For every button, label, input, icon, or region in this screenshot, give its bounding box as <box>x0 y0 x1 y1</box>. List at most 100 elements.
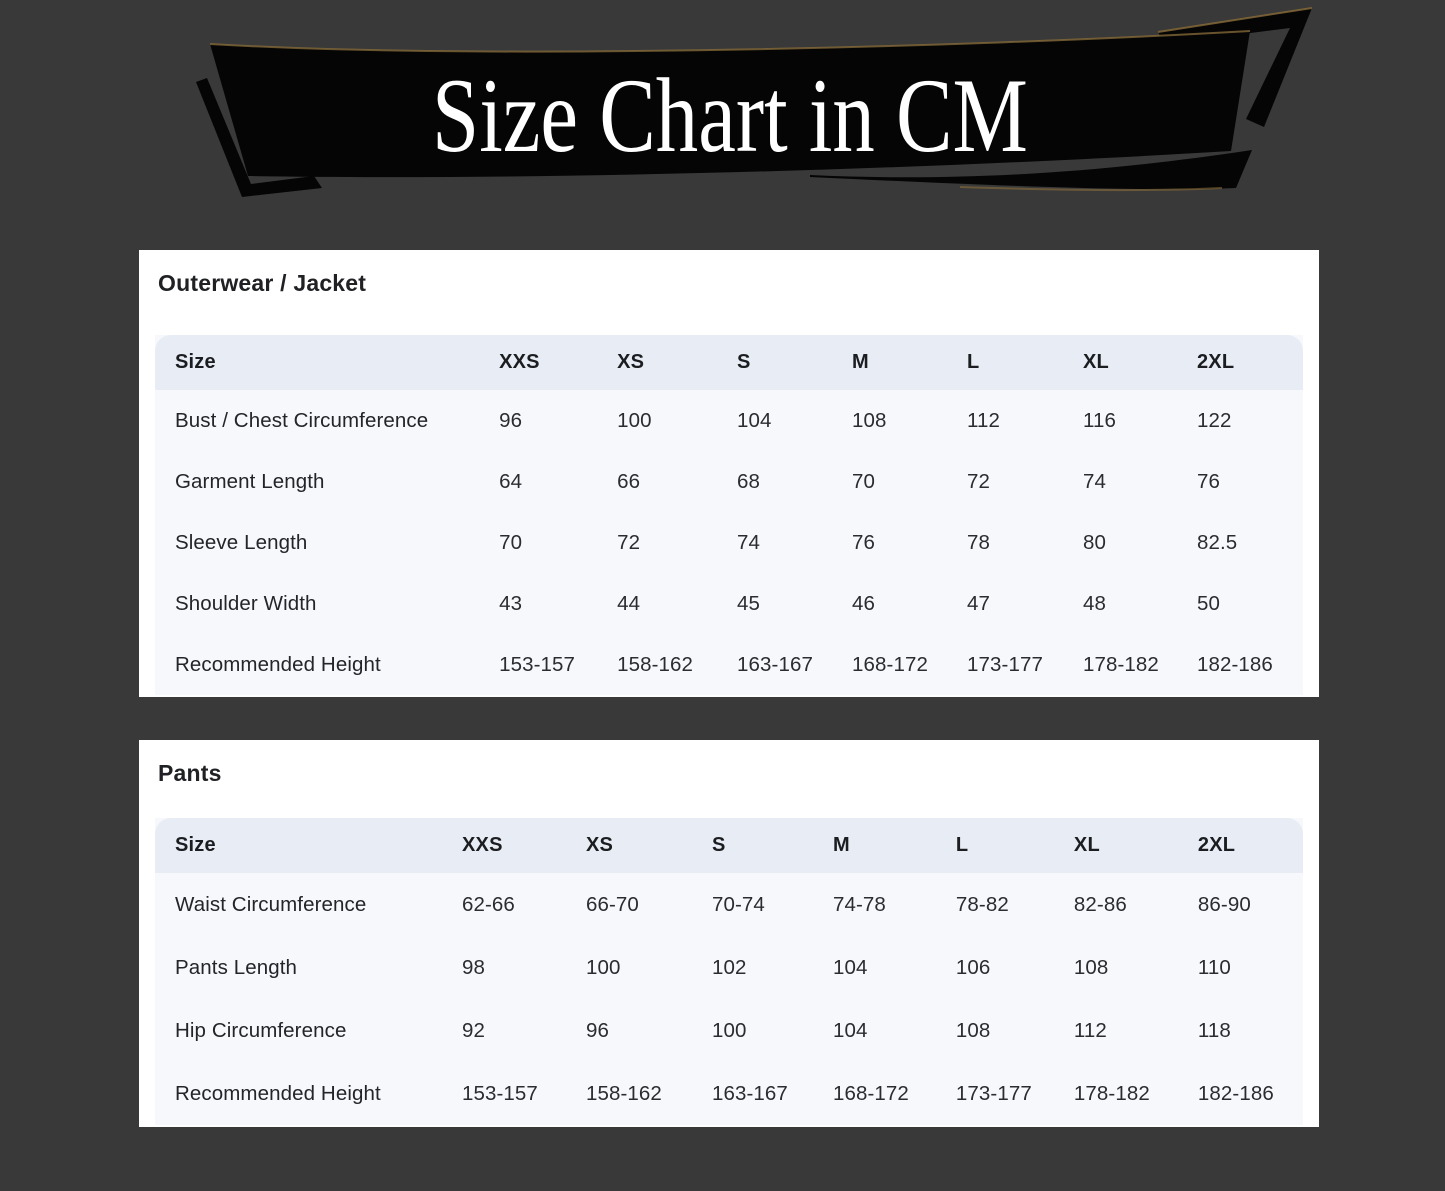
measurement-label: Shoulder Width <box>175 591 317 615</box>
measurement-value: 173-177 <box>967 652 1043 676</box>
banner-chevron-bottom-left <box>196 78 322 197</box>
banner-ribbon-gold-edge <box>209 30 1251 53</box>
measurement-value: 100 <box>617 408 652 432</box>
table-row: Pants Length 98 100 102 104 106 108 110 <box>155 936 1303 999</box>
banner-swoosh-gold-edge <box>959 186 1223 192</box>
size-option-header: L <box>955 818 1074 873</box>
size-option-header: 2XL <box>1197 818 1303 873</box>
measurement-value: 70 <box>852 469 876 493</box>
measurement-label: Garment Length <box>175 469 325 493</box>
measurement-value: 178-182 <box>1073 1081 1150 1105</box>
size-table-pants: Size XXS XS S M L XL 2XL Waist Circumference 62-6… <box>155 818 1303 1125</box>
measurement-value: 163-167 <box>712 1081 788 1105</box>
measurement-value: 118 <box>1197 1018 1231 1042</box>
measurement-value: 108 <box>1073 955 1109 979</box>
measurement-value: 74-78 <box>832 892 886 916</box>
size-table-card-pants: Pants Size XXS XS S M L XL 2XL Waist Circumferen… <box>139 740 1319 1127</box>
measurement-value: 86-90 <box>1197 892 1251 916</box>
measurement-value: 158-162 <box>617 652 693 676</box>
table-row: Waist Circumference 62-66 66-70 70-74 74-78 7… <box>155 873 1303 936</box>
measurement-value: 78 <box>967 530 991 554</box>
size-option-header: XS <box>617 335 738 390</box>
size-column-header: Size <box>155 335 500 390</box>
measurement-value: 108 <box>955 1018 991 1042</box>
table-row: Recommended Height 153-157 158-162 163-167 1… <box>155 1062 1303 1125</box>
measurement-value: 178-182 <box>1082 652 1159 676</box>
measurement-label: Recommended Height <box>175 652 381 676</box>
size-table-card-outerwear: Outerwear / Jacket Size XXS XS S M L XL 2XL Bust… <box>139 250 1319 697</box>
measurement-label: Hip Circumference <box>175 1018 347 1042</box>
banner-swoosh-accent <box>810 150 1252 190</box>
measurement-value: 122 <box>1196 408 1232 432</box>
banner-title: Size Chart in CM <box>432 57 1028 174</box>
measurement-value: 66 <box>617 469 641 493</box>
size-table-outerwear: Size XXS XS S M L XL 2XL Bust / Chest Circumfere… <box>155 335 1303 695</box>
measurement-value: 72 <box>617 530 641 554</box>
measurement-value: 80 <box>1082 530 1106 554</box>
table-row: Sleeve Length 70 72 74 76 78 80 82.5 <box>155 512 1303 573</box>
measurement-value: 96 <box>585 1018 609 1042</box>
measurement-value: 74 <box>737 530 761 554</box>
measurement-value: 43 <box>499 591 523 615</box>
measurement-value: 78-82 <box>955 892 1009 916</box>
measurement-value: 47 <box>967 591 991 615</box>
measurement-value: 44 <box>617 591 641 615</box>
table-row: Shoulder Width 43 44 45 46 47 48 50 <box>155 573 1303 634</box>
measurement-value: 70-74 <box>712 892 765 916</box>
measurement-value: 64 <box>499 469 523 493</box>
measurement-value: 182-186 <box>1196 652 1273 676</box>
measurement-value: 104 <box>737 408 772 432</box>
measurement-value: 182-186 <box>1197 1081 1274 1105</box>
measurement-label: Bust / Chest Circumference <box>175 408 429 432</box>
measurement-label: Waist Circumference <box>175 892 367 916</box>
measurement-value: 168-172 <box>832 1081 909 1105</box>
measurement-value: 108 <box>852 408 887 432</box>
measurement-value: 82.5 <box>1196 530 1238 554</box>
banner-ribbon <box>210 31 1250 178</box>
measurement-value: 104 <box>832 955 868 979</box>
measurement-value: 110 <box>1197 955 1231 979</box>
size-option-header: L <box>967 335 1083 390</box>
measurement-value: 45 <box>737 591 761 615</box>
size-column-header: Size <box>155 818 462 873</box>
size-option-header: XS <box>585 818 712 873</box>
table-row: Garment Length 64 66 68 70 72 74 76 <box>155 451 1303 512</box>
measurement-value: 68 <box>737 469 761 493</box>
size-option-header: XL <box>1073 818 1198 873</box>
measurement-value: 112 <box>1073 1018 1107 1042</box>
measurement-value: 100 <box>712 1018 747 1042</box>
measurement-label: Sleeve Length <box>175 530 308 554</box>
measurement-value: 153-157 <box>499 652 575 676</box>
measurement-value: 106 <box>955 955 991 979</box>
measurement-value: 62-66 <box>461 892 515 916</box>
measurement-value: 96 <box>499 408 523 432</box>
measurement-value: 92 <box>461 1018 485 1042</box>
measurement-label: Pants Length <box>175 955 298 979</box>
measurement-value: 168-172 <box>852 652 928 676</box>
size-option-header: XXS <box>461 818 586 873</box>
measurement-value: 76 <box>1196 469 1220 493</box>
measurement-label: Recommended Height <box>175 1081 381 1105</box>
measurement-value: 104 <box>832 1018 868 1042</box>
measurement-value: 50 <box>1196 591 1220 615</box>
size-option-header: M <box>852 335 968 390</box>
measurement-value: 66-70 <box>585 892 639 916</box>
measurement-value: 163-167 <box>737 652 813 676</box>
banner-ribbon-graphic <box>196 7 1313 197</box>
banner: Size Chart in CM <box>0 0 1445 250</box>
measurement-value: 153-157 <box>461 1081 538 1105</box>
measurement-value: 116 <box>1082 408 1116 432</box>
measurement-value: 70 <box>499 530 523 554</box>
table-row: Hip Circumference 92 96 100 104 108 112 118 <box>155 999 1303 1062</box>
card-title-pants: Pants <box>158 760 222 786</box>
measurement-value: 72 <box>967 469 991 493</box>
measurement-value: 100 <box>585 955 621 979</box>
table-row: Recommended Height 153-157 158-162 163-167 1… <box>155 634 1303 695</box>
size-option-header: S <box>737 335 853 390</box>
size-option-header: XXS <box>499 335 618 390</box>
size-option-header: S <box>712 818 833 873</box>
measurement-value: 173-177 <box>955 1081 1032 1105</box>
size-option-header: XL <box>1082 335 1197 390</box>
measurement-value: 98 <box>461 955 485 979</box>
banner-chevron-top-right-gold-edge <box>1157 7 1313 33</box>
